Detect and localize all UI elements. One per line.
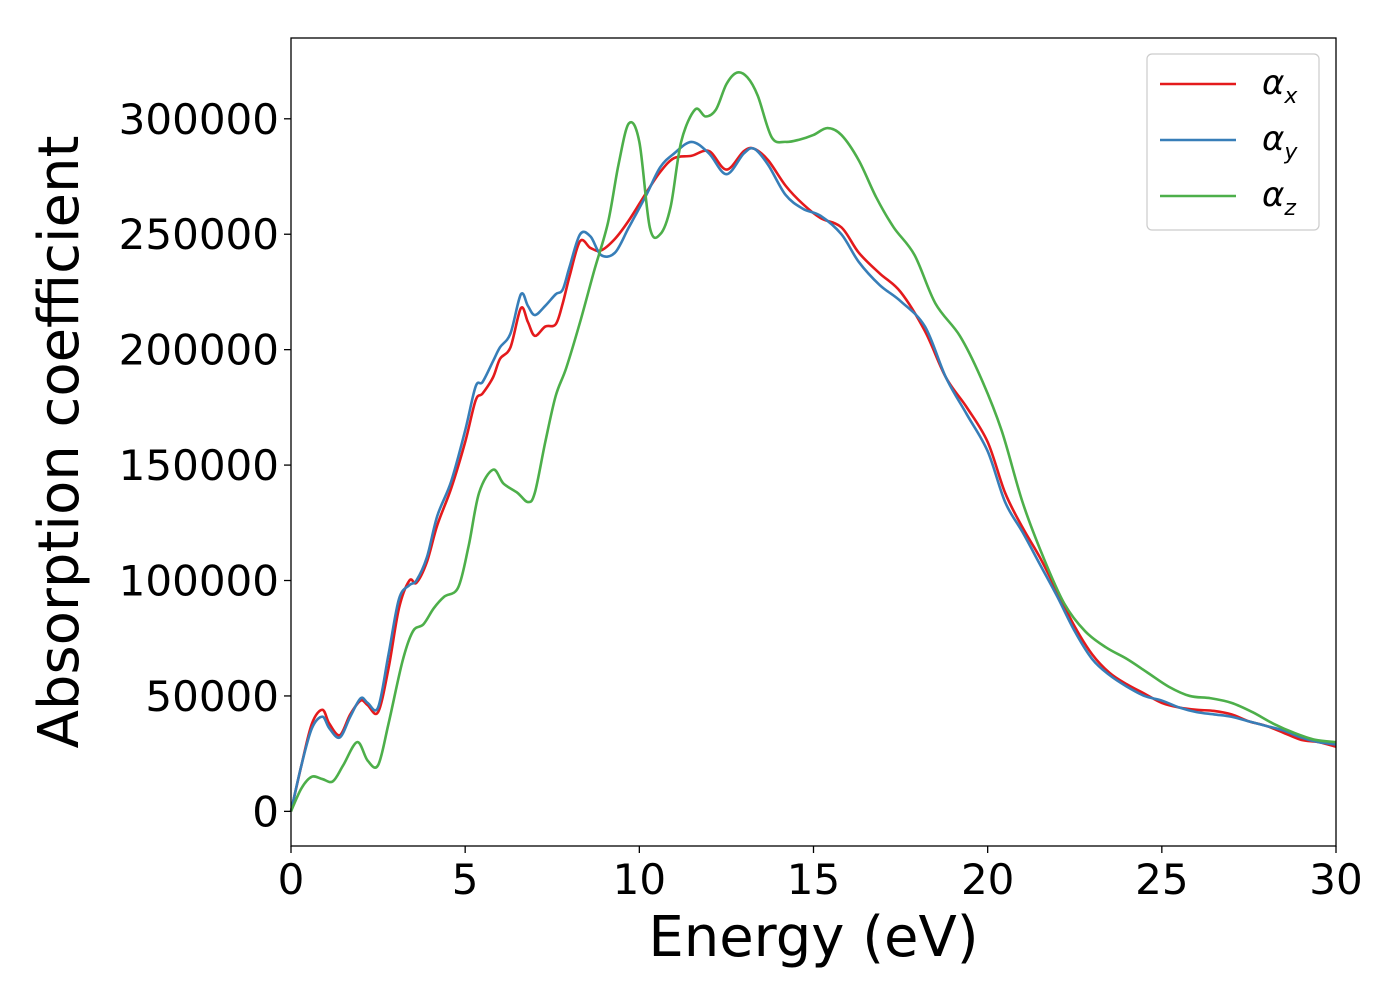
x-tick-label: 30 [1309,855,1362,904]
plot-lines [289,71,1337,812]
series-line-z [289,71,1337,812]
x-tick-label: 10 [613,855,666,904]
legend-box [1146,53,1320,231]
x-axis-ticks: 0 5 10 15 20 25 30 [278,846,1363,904]
x-tick-label: 15 [787,855,840,904]
x-tick-label: 0 [278,855,305,904]
x-tick-label: 5 [452,855,479,904]
x-tick-label: 25 [1135,855,1188,904]
y-tick-label: 100000 [119,557,279,606]
y-axis-ticks: 0 50000 100000 150000 200000 250000 300000 [119,95,291,836]
y-tick-label: 0 [252,787,279,836]
y-tick-label: 300000 [119,95,279,144]
series-line-x [289,146,1337,812]
y-axis-label: Absorption coefficient [27,136,92,749]
series-line-y [289,140,1337,812]
legend-label-z: αz [1262,175,1296,221]
y-tick-label: 50000 [145,672,279,721]
legend-label-x: αx [1262,63,1298,109]
legend-label-y: αy [1262,119,1298,165]
x-axis-label: Energy (eV) [648,905,978,970]
legend: αx αy αz [1146,53,1320,231]
y-tick-label: 150000 [119,441,279,490]
x-tick-label: 20 [961,855,1014,904]
y-tick-label: 200000 [119,326,279,375]
y-tick-label: 250000 [119,210,279,259]
